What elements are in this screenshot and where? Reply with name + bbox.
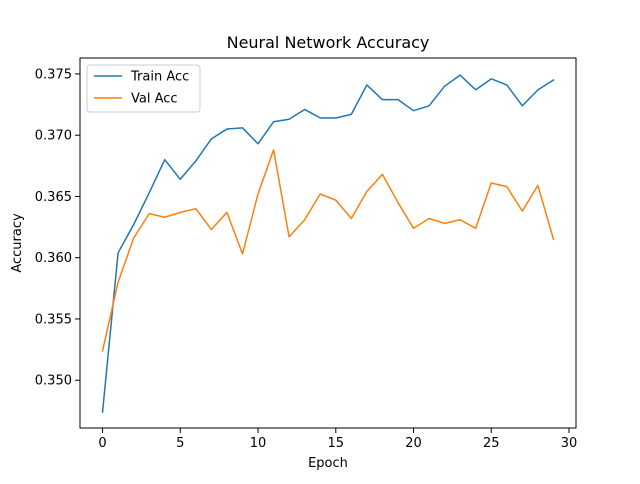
x-tick-label: 20 [405,436,422,451]
legend-label: Val Acc [131,92,178,107]
series-line-val-acc [101,149,555,352]
x-tick-label: 0 [98,436,106,451]
y-tick-label: 0.350 [35,374,72,389]
y-tick-label: 0.355 [35,312,72,327]
chart-title: Neural Network Accuracy [227,33,430,52]
x-tick-label: 10 [250,436,267,451]
y-tick-label: 0.365 [35,190,72,205]
y-tick-label: 0.370 [35,129,72,144]
legend-label: Train Acc [130,70,189,85]
y-tick-label: 0.375 [35,67,72,82]
y-axis-label: Accuracy [10,213,25,273]
x-axis-label: Epoch [308,456,348,471]
x-tick-label: 30 [561,436,578,451]
x-axis: 0 5 10 15 20 25 30 [98,428,577,451]
series-line-train-acc [101,74,555,413]
plot-area [101,74,555,413]
legend: Train Acc Val Acc [86,64,201,113]
y-axis: 0.350 0.355 0.360 0.365 0.370 0.375 [35,67,80,389]
plot-frame [79,57,577,429]
x-tick-label: 5 [176,436,184,451]
x-tick-label: 15 [328,436,345,451]
x-tick-label: 25 [483,436,500,451]
y-tick-label: 0.360 [35,251,72,266]
